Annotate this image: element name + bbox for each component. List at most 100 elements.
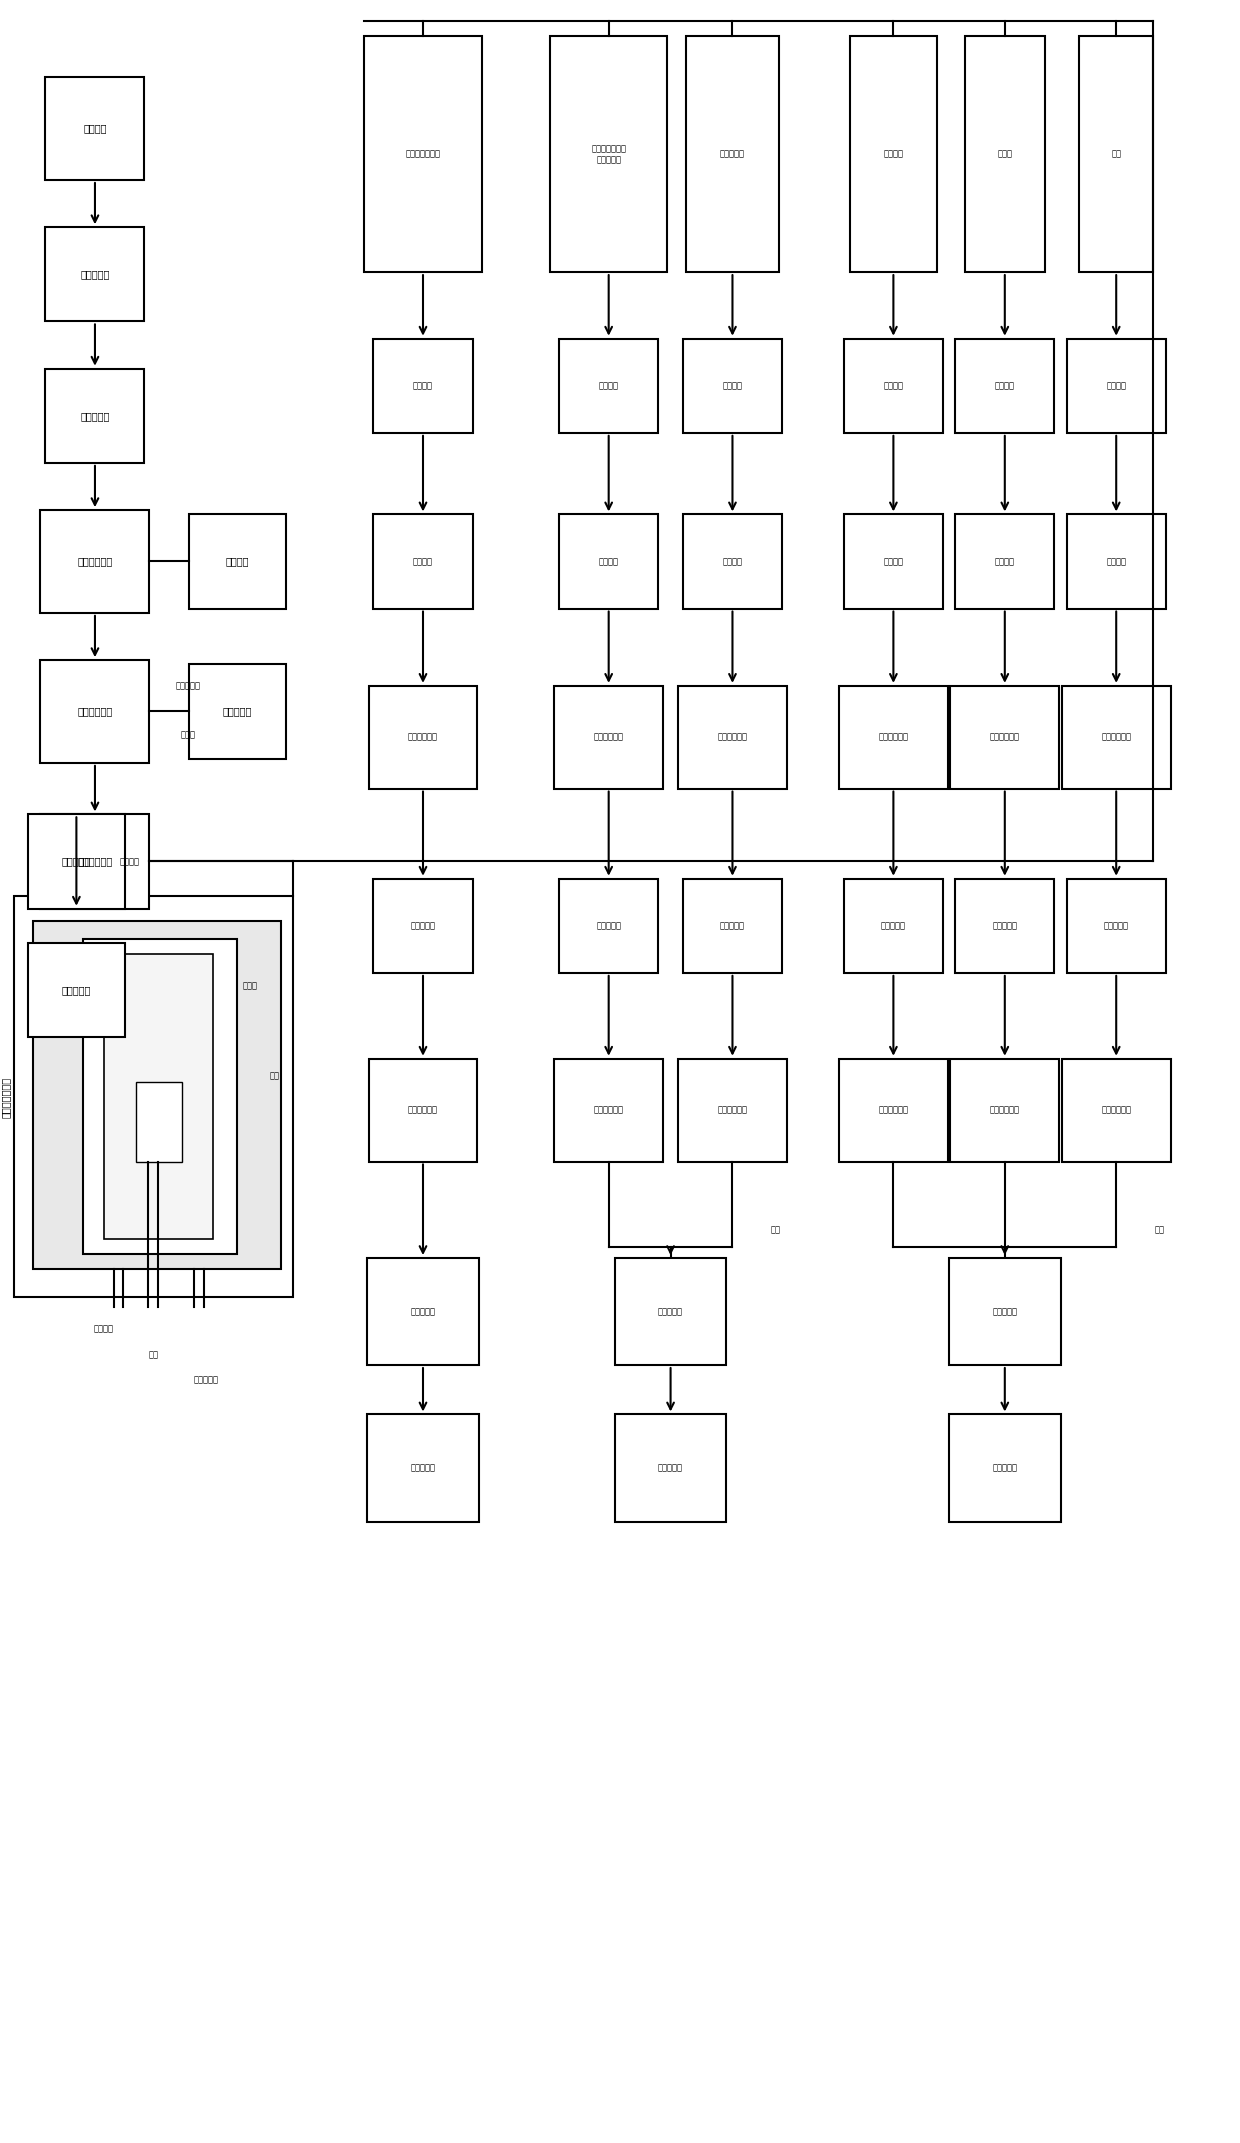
Text: 烟气检测器: 烟气检测器	[1104, 921, 1128, 930]
Text: 烟气检测器: 烟气检测器	[720, 921, 745, 930]
Bar	[1061, 1059, 1171, 1162]
Text: 配气装置: 配气装置	[1106, 557, 1126, 566]
Text: 加热管式电炉: 加热管式电炉	[990, 733, 1019, 741]
Text: 计算机控制器: 计算机控制器	[77, 707, 113, 716]
Text: 气氛: 气氛	[1111, 150, 1121, 159]
Bar	[949, 1414, 1060, 1522]
Bar	[955, 339, 1054, 433]
Text: 加热管式电炉: 加热管式电炉	[878, 733, 909, 741]
Bar	[367, 1414, 479, 1522]
Text: 热偶: 热偶	[148, 1350, 159, 1359]
Bar	[188, 514, 285, 609]
Bar	[965, 36, 1045, 272]
Bar	[136, 1082, 181, 1162]
Text: 烟气检测器: 烟气检测器	[596, 921, 621, 930]
Text: 加热管式电炉: 加热管式电炉	[1101, 1106, 1131, 1114]
Text: 加热管式电炉: 加热管式电炉	[990, 1106, 1019, 1114]
Bar	[368, 1059, 477, 1162]
Bar	[549, 36, 667, 272]
Text: 热重分析仪主机: 热重分析仪主机	[1, 1076, 11, 1119]
Bar	[1066, 514, 1166, 609]
Bar	[955, 879, 1054, 973]
Bar	[15, 896, 293, 1297]
Bar	[46, 227, 145, 321]
Bar	[365, 36, 482, 272]
Text: 烟气检测器: 烟气检测器	[62, 986, 91, 994]
Text: 还原性气体: 还原性气体	[720, 150, 745, 159]
Bar	[41, 510, 150, 613]
Bar	[29, 943, 125, 1037]
Bar	[839, 686, 947, 789]
Text: 烟气检测器: 烟气检测器	[992, 921, 1017, 930]
Bar	[559, 339, 658, 433]
Bar	[839, 1059, 947, 1162]
Bar	[46, 77, 145, 180]
Text: 硫化氢: 硫化氢	[997, 150, 1012, 159]
Bar	[33, 921, 280, 1269]
Text: 加热管式电炉: 加热管式电炉	[594, 733, 624, 741]
Bar	[559, 879, 658, 973]
Text: 烟气氧化性气体
还原性气体: 烟气氧化性气体 还原性气体	[591, 144, 626, 165]
Text: 烟气气体检测: 烟气气体检测	[77, 857, 113, 866]
Text: 加热管式电炉: 加热管式电炉	[1101, 733, 1131, 741]
Text: 控制线: 控制线	[180, 731, 195, 739]
Text: 无机气源: 无机气源	[83, 124, 107, 133]
Text: 加热管式电炉: 加热管式电炉	[594, 1106, 624, 1114]
Text: 天平干簧: 天平干簧	[94, 1324, 114, 1333]
Text: 数据采集线: 数据采集线	[175, 681, 201, 690]
Bar	[678, 686, 787, 789]
Text: 烟管束器: 烟管束器	[119, 857, 140, 866]
Text: 加热管式电炉: 加热管式电炉	[408, 1106, 438, 1114]
Bar	[949, 1258, 1060, 1365]
Text: 加热管式电炉: 加热管式电炉	[408, 733, 438, 741]
Text: 一氧化碳: 一氧化碳	[883, 150, 904, 159]
Text: 配气途径: 配气途径	[413, 381, 433, 390]
Bar	[615, 1414, 727, 1522]
Bar	[844, 879, 942, 973]
Bar	[46, 369, 145, 463]
Bar	[844, 339, 942, 433]
Text: 配气途径: 配气途径	[994, 381, 1014, 390]
Bar	[373, 339, 472, 433]
Bar	[950, 1059, 1059, 1162]
Text: 烟气分析仪: 烟气分析仪	[410, 1464, 435, 1472]
Text: 配气装置: 配气装置	[413, 557, 433, 566]
Text: 配气途径: 配气途径	[1106, 381, 1126, 390]
Text: 热重分析仪: 热重分析仪	[223, 707, 252, 716]
Bar	[686, 36, 779, 272]
Bar	[41, 660, 150, 763]
Text: 进气口: 进气口	[242, 981, 257, 990]
Bar	[188, 664, 285, 759]
Text: 配气装置: 配气装置	[883, 557, 904, 566]
Text: 烟气收集器: 烟气收集器	[658, 1307, 683, 1316]
Bar	[559, 514, 658, 609]
Text: 加热管式电炉: 加热管式电炉	[77, 557, 113, 566]
Bar	[104, 954, 212, 1239]
Text: 配气装置: 配气装置	[994, 557, 1014, 566]
Text: 烟气分析仪: 烟气分析仪	[658, 1464, 683, 1472]
Bar	[373, 879, 472, 973]
Text: 烟气分析仪: 烟气分析仪	[992, 1464, 1017, 1472]
Bar	[554, 686, 663, 789]
Bar	[955, 514, 1054, 609]
Bar	[683, 879, 782, 973]
Bar	[615, 1258, 727, 1365]
Text: 尾气: 尾气	[269, 1072, 279, 1080]
Bar	[683, 339, 782, 433]
Bar	[1066, 339, 1166, 433]
Text: 烟气检测器: 烟气检测器	[410, 921, 435, 930]
Text: 汇流: 汇流	[1154, 1226, 1164, 1234]
Bar	[41, 814, 150, 909]
Text: 加热管式电炉: 加热管式电炉	[718, 1106, 748, 1114]
Text: 烟气收集器: 烟气收集器	[992, 1307, 1017, 1316]
Text: 热电偶电路: 热电偶电路	[193, 1376, 219, 1384]
Text: 配气装置: 配气装置	[723, 557, 743, 566]
Bar	[373, 514, 472, 609]
Text: 烟气收集器: 烟气收集器	[410, 1307, 435, 1316]
Text: 加热管式电炉: 加热管式电炉	[718, 733, 748, 741]
Bar	[950, 686, 1059, 789]
Text: 烟气检测器: 烟气检测器	[880, 921, 906, 930]
Text: 配气途径: 配气途径	[723, 381, 743, 390]
Bar	[368, 686, 477, 789]
Bar	[29, 814, 125, 909]
